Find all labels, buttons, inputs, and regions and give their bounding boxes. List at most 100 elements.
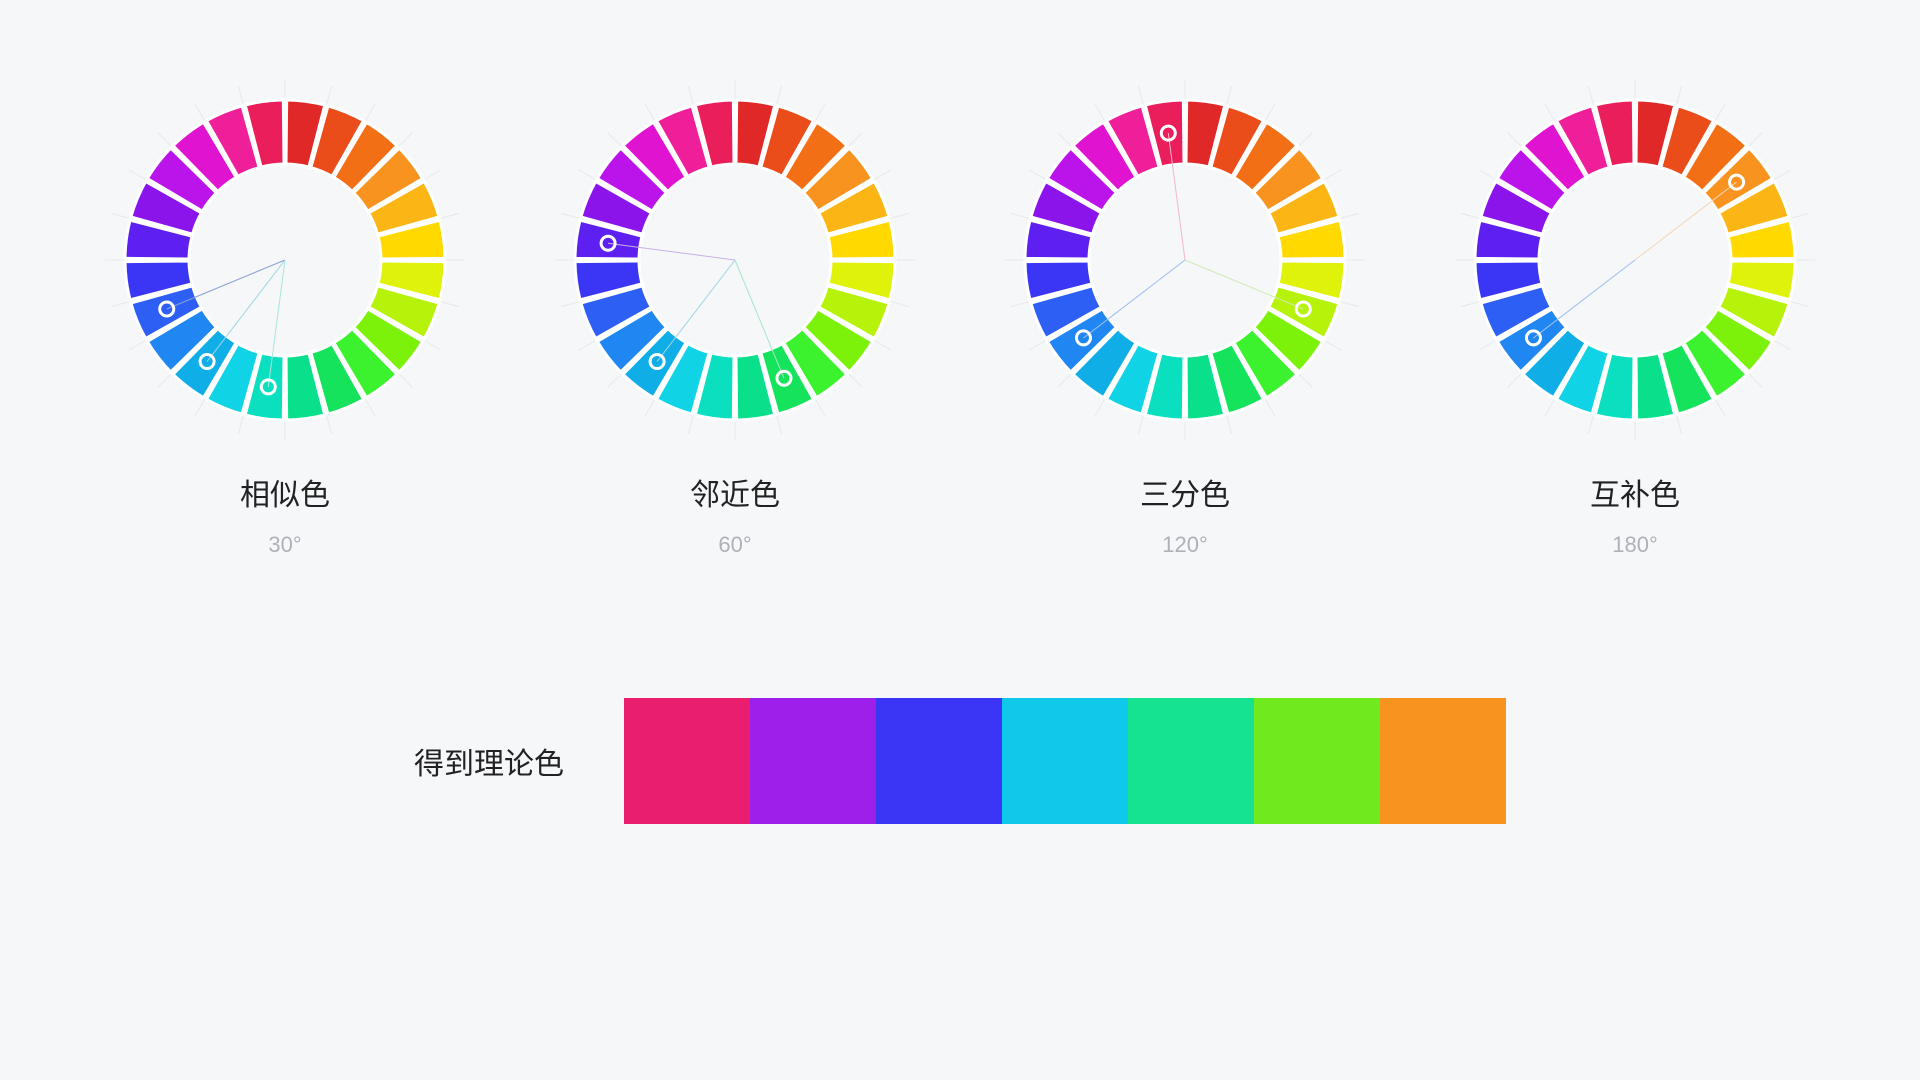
wheel-tick — [1058, 373, 1072, 387]
wheel-tick — [645, 399, 655, 416]
swatch — [1380, 698, 1506, 824]
wheel-tick — [365, 104, 375, 121]
wheel-tick — [1461, 213, 1480, 218]
wheel-tick — [579, 170, 596, 180]
wheel-tick — [1508, 373, 1522, 387]
wheel-tick — [579, 340, 596, 350]
wheel-tick — [111, 213, 130, 218]
color-wheel — [105, 80, 465, 440]
wheel-block: 邻近色 60° — [555, 80, 915, 558]
wheel-tick — [1790, 301, 1809, 306]
wheel-tick — [1588, 415, 1593, 434]
wheel-tick — [688, 415, 693, 434]
wheel-tick — [1774, 170, 1791, 180]
wheel-tick — [874, 170, 891, 180]
wheel-tick — [1138, 86, 1143, 105]
wheel-tick — [1298, 133, 1312, 147]
wheel-tick — [776, 415, 781, 434]
result-swatch-row: 得到理论色 — [0, 698, 1920, 824]
wheel-block: 互补色180° — [1455, 80, 1815, 558]
wheel-tick — [1715, 104, 1725, 121]
wheel-tick — [158, 133, 172, 147]
wheel-tick — [1340, 213, 1359, 218]
swatch — [1254, 698, 1380, 824]
wheel-tick — [1748, 373, 1762, 387]
wheel-tick — [776, 86, 781, 105]
wheel-tick — [424, 170, 441, 180]
wheel-tick — [1479, 340, 1496, 350]
wheel-tick — [1461, 301, 1480, 306]
wheel-block: 相似色 30° — [105, 80, 465, 558]
wheel-tick — [238, 415, 243, 434]
wheel-tick — [688, 86, 693, 105]
wheel-tick — [398, 133, 412, 147]
wheel-block: 三分色 120° — [1005, 80, 1365, 558]
wheel-tick — [111, 301, 130, 306]
wheel-tick — [645, 104, 655, 121]
wheel-tick — [326, 415, 331, 434]
wheel-tick — [1324, 340, 1341, 350]
wheel-tick — [1588, 86, 1593, 105]
wheel-subtitle: 30° — [268, 532, 301, 558]
swatch — [1002, 698, 1128, 824]
wheel-tick — [848, 373, 862, 387]
wheel-tick — [158, 373, 172, 387]
wheel-tick — [195, 399, 205, 416]
wheel-tick — [195, 104, 205, 121]
wheel-tick — [848, 133, 862, 147]
wheel-tick — [874, 340, 891, 350]
wheel-tick — [424, 340, 441, 350]
wheel-tick — [129, 340, 146, 350]
wheel-tick — [238, 86, 243, 105]
color-wheel — [555, 80, 915, 440]
wheel-tick — [1226, 415, 1231, 434]
wheel-title: 三分色 — [1140, 470, 1230, 514]
swatches-container — [624, 698, 1506, 824]
swatch — [750, 698, 876, 824]
wheel-tick — [1748, 133, 1762, 147]
wheel-tick — [561, 301, 580, 306]
wheel-tick — [1095, 399, 1105, 416]
wheel-tick — [398, 373, 412, 387]
swatch — [876, 698, 1002, 824]
wheel-tick — [1298, 373, 1312, 387]
wheel-tick — [326, 86, 331, 105]
wheel-tick — [1479, 170, 1496, 180]
wheel-tick — [1029, 340, 1046, 350]
wheel-tick — [890, 213, 909, 218]
wheel-tick — [608, 133, 622, 147]
wheel-tick — [1324, 170, 1341, 180]
wheel-tick — [1790, 213, 1809, 218]
wheel-tick — [1265, 104, 1275, 121]
wheel-tick — [815, 104, 825, 121]
wheel-tick — [1011, 301, 1030, 306]
wheel-tick — [1545, 399, 1555, 416]
swatch — [1128, 698, 1254, 824]
wheel-subtitle: 60° — [718, 532, 751, 558]
wheel-tick — [1138, 415, 1143, 434]
wheel-tick — [1676, 415, 1681, 434]
wheel-tick — [1058, 133, 1072, 147]
wheel-title: 邻近色 — [690, 470, 780, 514]
wheel-title: 互补色 — [1590, 470, 1680, 514]
wheel-tick — [1226, 86, 1231, 105]
wheel-tick — [608, 373, 622, 387]
wheel-tick — [1715, 399, 1725, 416]
wheel-tick — [1265, 399, 1275, 416]
color-wheel — [1005, 80, 1365, 440]
swatch-label: 得到理论色 — [414, 739, 564, 783]
wheel-subtitle: 120° — [1162, 532, 1208, 558]
wheel-tick — [1774, 340, 1791, 350]
wheel-tick — [1340, 301, 1359, 306]
wheel-tick — [1011, 213, 1030, 218]
wheel-tick — [129, 170, 146, 180]
wheel-tick — [815, 399, 825, 416]
color-wheels-row: 相似色 30° 邻近色 60° 三分色 120° 互补色180° — [0, 0, 1920, 558]
wheel-tick — [365, 399, 375, 416]
wheel-tick — [1545, 104, 1555, 121]
wheel-title: 相似色 — [240, 470, 330, 514]
wheel-tick — [890, 301, 909, 306]
wheel-tick — [440, 301, 459, 306]
wheel-tick — [1508, 133, 1522, 147]
swatch — [624, 698, 750, 824]
